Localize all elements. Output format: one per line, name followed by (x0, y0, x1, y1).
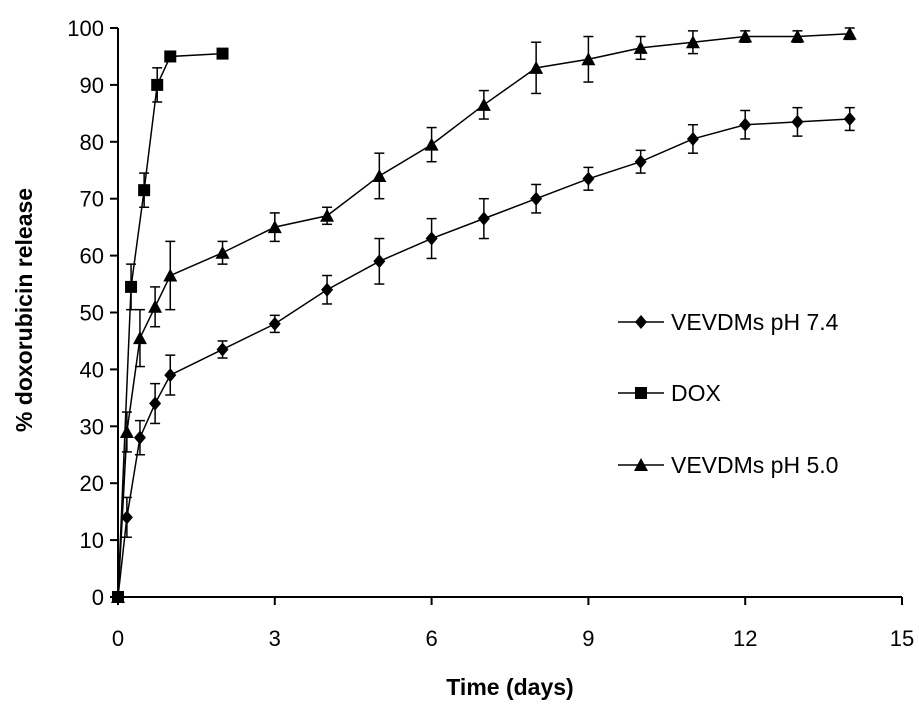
data-point (148, 299, 163, 313)
data-point (685, 35, 700, 49)
y-tick-label: 50 (80, 301, 104, 326)
data-point (138, 184, 151, 197)
data-point (267, 220, 282, 234)
y-tick-label: 80 (80, 130, 104, 155)
y-tick-label: 90 (80, 73, 104, 98)
data-point (133, 430, 146, 445)
x-tick-label: 9 (582, 626, 594, 651)
data-point (477, 211, 490, 226)
y-axis-title: % doxorubicin release (11, 188, 37, 432)
data-point (149, 396, 162, 411)
legend-label: VEVDMs pH 7.4 (671, 309, 839, 335)
data-point (739, 117, 752, 132)
series-line (117, 118, 850, 598)
data-point (842, 26, 857, 40)
data-point (151, 78, 164, 91)
legend-label: DOX (671, 380, 721, 406)
data-point (268, 316, 281, 331)
y-tick-label: 70 (80, 187, 104, 212)
x-tick-label: 0 (112, 626, 124, 651)
data-point (125, 280, 138, 293)
legend-marker (634, 458, 648, 471)
data-point (132, 331, 147, 345)
y-tick-label: 30 (80, 414, 104, 439)
data-point (634, 154, 647, 169)
data-point (686, 131, 699, 146)
data-point (163, 268, 178, 282)
data-point (215, 245, 230, 259)
series-line (117, 52, 223, 598)
y-tick-label: 60 (80, 244, 104, 269)
data-point (216, 342, 229, 357)
legend-item: VEVDMs pH 5.0 (618, 452, 838, 478)
legend-marker (635, 387, 647, 399)
data-point (425, 231, 438, 246)
data-point (424, 137, 439, 151)
y-tick-label: 40 (80, 357, 104, 382)
data-point (529, 60, 544, 74)
data-point (216, 47, 229, 60)
data-point (164, 368, 177, 383)
data-point (321, 282, 334, 297)
x-tick-label: 15 (890, 626, 914, 651)
y-tick-label: 100 (67, 16, 104, 41)
y-tick-label: 10 (80, 528, 104, 553)
x-tick-label: 6 (425, 626, 437, 651)
data-point (530, 191, 543, 206)
data-point (476, 97, 491, 111)
series-diamond (112, 106, 856, 604)
x-tick-label: 12 (733, 626, 757, 651)
data-point (790, 29, 805, 43)
legend-marker (635, 315, 647, 329)
data-point (791, 114, 804, 129)
y-tick-label: 20 (80, 471, 104, 496)
legend-label: VEVDMs pH 5.0 (671, 452, 838, 478)
legend-item: VEVDMs pH 7.4 (618, 309, 839, 335)
data-point (373, 254, 386, 269)
data-point (582, 171, 595, 186)
legend-item: DOX (618, 380, 721, 406)
x-axis-title: Time (days) (446, 674, 573, 700)
data-point (581, 52, 596, 66)
data-point (633, 40, 648, 54)
data-point (164, 50, 177, 63)
x-tick-label: 3 (269, 626, 281, 651)
data-point (372, 168, 387, 182)
data-point (111, 590, 125, 603)
ticks: 0 10 20 30 40 50 60 70 80 90 100 0 3 6 9 12 15 (67, 16, 914, 651)
data-point (120, 510, 133, 525)
series-layer (111, 26, 857, 604)
data-point (320, 208, 335, 222)
y-tick-label: 0 (92, 585, 104, 610)
data-point (119, 424, 134, 438)
legend: VEVDMs pH 7.4 DOX VEVDMs pH 5.0 (618, 309, 839, 478)
data-point (843, 112, 856, 127)
data-point (738, 29, 753, 43)
series-triangle (111, 26, 857, 603)
